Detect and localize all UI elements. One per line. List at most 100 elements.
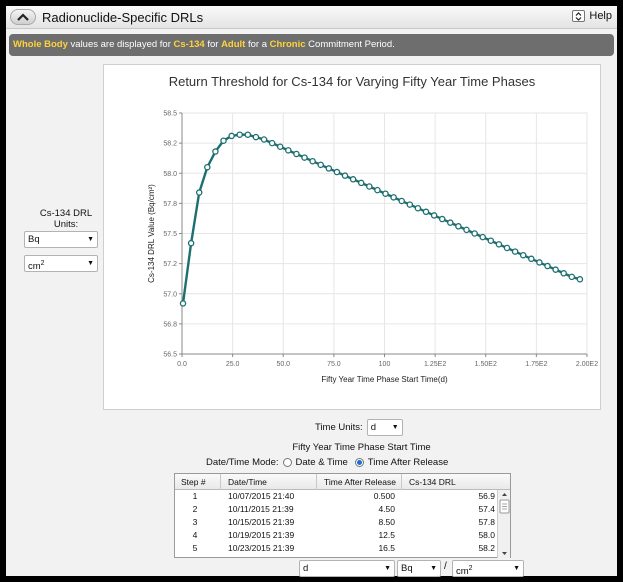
data-point bbox=[521, 253, 526, 258]
data-point bbox=[472, 231, 477, 236]
header-time-after-release[interactable]: Time After Release bbox=[324, 474, 396, 490]
table-time-unit-value: d bbox=[303, 563, 308, 574]
help-area[interactable]: Help bbox=[572, 10, 612, 22]
data-point bbox=[286, 148, 291, 153]
y-tick-label: 56.8 bbox=[163, 321, 177, 328]
table-area-unit-select[interactable]: cm2 ▼ bbox=[452, 560, 524, 577]
cell-date-time: 10/19/2015 21:39 bbox=[228, 529, 294, 542]
cell-drl: 57.8 bbox=[478, 516, 495, 529]
data-point bbox=[480, 235, 485, 240]
dropdown-arrow-icon: ▼ bbox=[87, 232, 94, 247]
data-point bbox=[488, 238, 493, 243]
x-tick-label: 50.0 bbox=[276, 361, 290, 368]
cell-time-after-release: 8.50 bbox=[378, 516, 395, 529]
help-label[interactable]: Help bbox=[589, 10, 612, 22]
radio-selected-dot bbox=[357, 460, 362, 465]
help-toggle-icon[interactable] bbox=[572, 10, 585, 22]
context-banner: Whole Body values are displayed for Cs-1… bbox=[9, 34, 614, 56]
header-date-time[interactable]: Date/Time bbox=[228, 474, 267, 490]
data-point bbox=[561, 271, 566, 276]
time-phase-caption: Fifty Year Time Phase Start Time bbox=[6, 442, 617, 453]
chart-panel: Return Threshold for Cs-134 for Varying … bbox=[103, 64, 601, 410]
x-tick-label: 25.0 bbox=[226, 361, 240, 368]
cell-drl: 58.0 bbox=[478, 529, 495, 542]
table-activity-unit-select[interactable]: Bq ▼ bbox=[397, 560, 441, 577]
data-point bbox=[504, 245, 509, 250]
data-point bbox=[318, 162, 323, 167]
table-row[interactable]: 2 10/11/2015 21:39 4.50 57.4 bbox=[175, 503, 497, 516]
drl-units-panel: Cs-134 DRL Units: bbox=[24, 208, 108, 230]
data-point bbox=[513, 249, 518, 254]
area-unit-select[interactable]: cm2 ▼ bbox=[24, 255, 98, 272]
activity-unit-select[interactable]: Bq ▼ bbox=[24, 231, 98, 248]
dropdown-arrow-icon: ▼ bbox=[392, 420, 399, 435]
radio-date-time-label[interactable]: Date & Time bbox=[296, 457, 348, 468]
drl-table: Step # Date/Time Time After Release Cs-1… bbox=[174, 473, 511, 558]
dropdown-arrow-icon: ▼ bbox=[384, 561, 391, 576]
date-time-mode: Date/Time Mode: Date & Time Time After R… bbox=[206, 457, 448, 468]
data-point bbox=[326, 166, 331, 171]
time-units-select[interactable]: d ▼ bbox=[367, 419, 403, 436]
x-tick-label: 75.0 bbox=[327, 361, 341, 368]
dropdown-arrow-icon: ▼ bbox=[87, 256, 94, 271]
cell-date-time: 10/23/2015 21:39 bbox=[228, 542, 294, 555]
dropdown-arrow-icon: ▼ bbox=[513, 561, 520, 576]
table-row[interactable]: 1 10/07/2015 21:40 0.500 56.9 bbox=[175, 490, 497, 503]
data-point bbox=[189, 241, 194, 246]
collapse-button[interactable] bbox=[10, 9, 36, 25]
radio-time-after-release[interactable] bbox=[355, 458, 364, 467]
drl-chart: 0.0 25.0 50.0 75.0 100 1.25E2 1.50E2 1.75E2 2.00… bbox=[104, 65, 602, 411]
data-point bbox=[310, 159, 315, 164]
table-header: Step # Date/Time Time After Release Cs-1… bbox=[175, 474, 510, 490]
data-point bbox=[569, 274, 574, 279]
data-point bbox=[407, 202, 412, 207]
table-time-unit-select[interactable]: d ▼ bbox=[299, 560, 395, 577]
y-tick-label: 58.0 bbox=[163, 171, 177, 178]
x-tick-label: 2.00E2 bbox=[576, 361, 598, 368]
cell-step: 4 bbox=[175, 529, 215, 542]
data-point bbox=[359, 180, 364, 185]
data-point bbox=[537, 260, 542, 265]
time-units-label: Time Units: bbox=[315, 422, 363, 433]
table-row[interactable]: 5 10/23/2015 21:39 16.5 58.2 bbox=[175, 542, 497, 555]
cell-time-after-release: 16.5 bbox=[378, 542, 395, 555]
y-tick-label: 57.2 bbox=[163, 261, 177, 268]
data-point bbox=[399, 198, 404, 203]
data-point bbox=[229, 133, 234, 138]
header-drl[interactable]: Cs-134 DRL bbox=[409, 474, 456, 490]
data-point bbox=[545, 263, 550, 268]
mode-label: Date/Time Mode: bbox=[206, 457, 279, 468]
data-point bbox=[245, 132, 250, 137]
data-point bbox=[334, 169, 339, 174]
table-area-unit-value: cm bbox=[456, 566, 469, 577]
table-scrollbar[interactable] bbox=[497, 490, 510, 558]
data-point bbox=[456, 224, 461, 229]
drl-units-title: Cs-134 DRL Units: bbox=[24, 208, 108, 230]
data-point bbox=[415, 206, 420, 211]
radio-time-after-release-label[interactable]: Time After Release bbox=[368, 457, 448, 468]
data-point bbox=[278, 144, 283, 149]
banner-text: for a bbox=[245, 39, 269, 50]
cell-date-time: 10/07/2015 21:40 bbox=[228, 490, 294, 503]
data-point bbox=[432, 213, 437, 218]
dropdown-arrow-icon: ▼ bbox=[430, 561, 437, 576]
drl-window: Radionuclide-Specific DRLs Help Whole Bo… bbox=[6, 6, 617, 576]
table-row[interactable]: 3 10/15/2015 21:39 8.50 57.8 bbox=[175, 516, 497, 529]
data-point bbox=[221, 138, 226, 143]
banner-text: Commitment Period. bbox=[306, 39, 395, 50]
y-tick-label: 58.5 bbox=[163, 111, 177, 118]
table-row[interactable]: 4 10/19/2015 21:39 12.5 58.0 bbox=[175, 529, 497, 542]
y-tick-label: 57.8 bbox=[163, 201, 177, 208]
banner-organ: Whole Body bbox=[13, 39, 68, 50]
data-point bbox=[237, 132, 242, 137]
y-tick-label: 56.5 bbox=[163, 352, 177, 359]
x-tick-label: 1.75E2 bbox=[525, 361, 547, 368]
window-title: Radionuclide-Specific DRLs bbox=[42, 10, 203, 25]
header-step[interactable]: Step # bbox=[181, 474, 206, 490]
data-point bbox=[367, 184, 372, 189]
y-tick-label: 57.5 bbox=[163, 231, 177, 238]
area-unit-value: cm bbox=[28, 261, 41, 272]
unit-separator: / bbox=[444, 561, 447, 572]
radio-date-time[interactable] bbox=[283, 458, 292, 467]
x-tick-label: 100 bbox=[379, 361, 391, 368]
